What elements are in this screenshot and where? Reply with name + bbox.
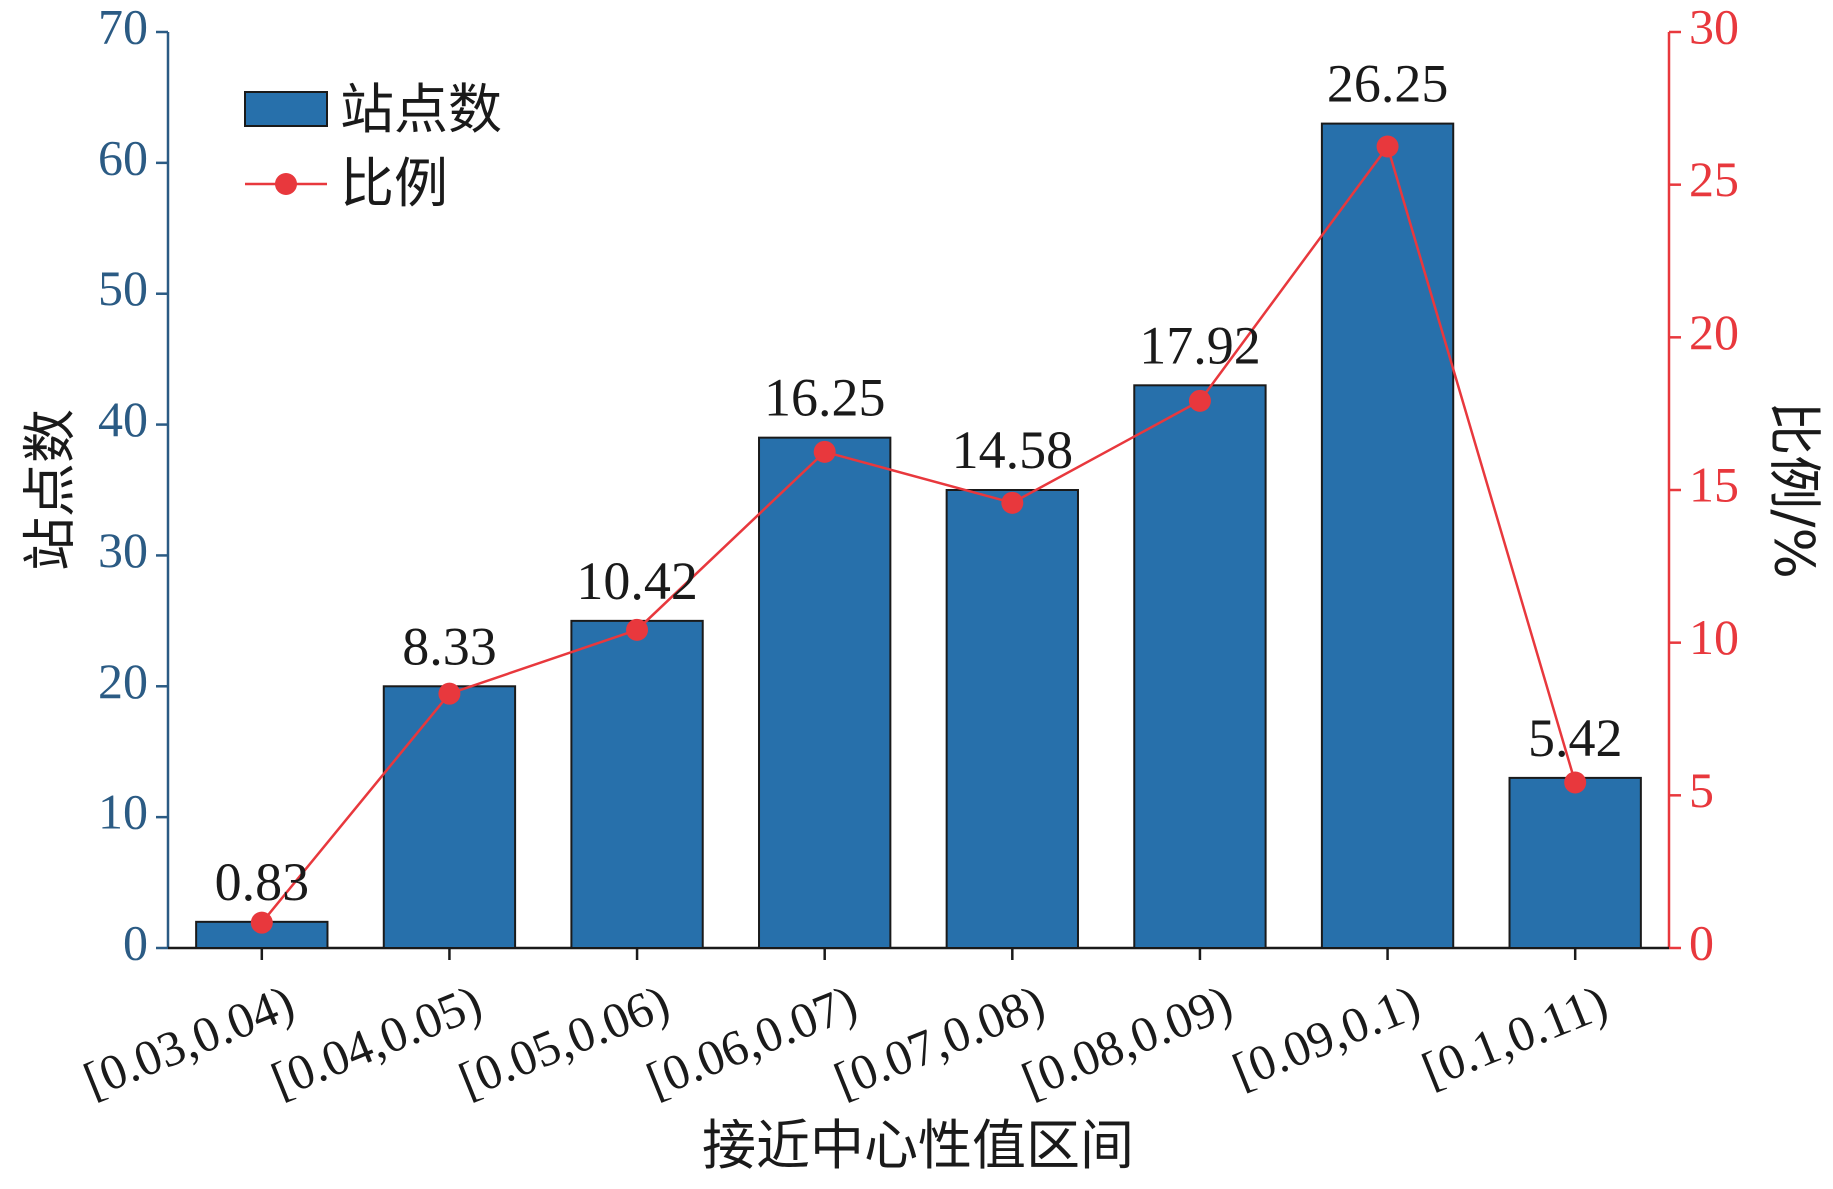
x-tick-label: [0.05,0.06) [451, 974, 677, 1109]
x-axis-title: 接近中心性值区间 [702, 1114, 1134, 1177]
ratio-point [1376, 135, 1399, 158]
left-ticks: 0 10 20 30 40 50 60 70 [98, 0, 168, 970]
ratio-point [1001, 491, 1024, 514]
y-axis-title: 站点数 [19, 409, 82, 571]
data-label: 17.92 [1139, 315, 1261, 375]
y-right-tick-label: 5 [1689, 762, 1714, 818]
data-label: 16.25 [764, 368, 886, 428]
y-right-tick-label: 0 [1689, 914, 1714, 970]
bar [945, 489, 1079, 949]
data-label: 26.25 [1327, 54, 1449, 114]
y-right-tick-label: 15 [1689, 456, 1739, 512]
y-tick-label: 30 [98, 522, 148, 578]
y-axis-right-title: 比例/% [1762, 401, 1825, 579]
y-right-tick-label: 30 [1689, 0, 1739, 54]
y-tick-label: 70 [98, 0, 148, 54]
y-tick-label: 10 [98, 784, 148, 840]
data-labels: 0.83 8.33 10.42 16.25 14.58 17.92 26.25 5.42 [215, 54, 1623, 912]
ratio-point [626, 618, 649, 641]
x-ticks: [0.03,0.04)[0.04,0.05)[0.05,0.06)[0.06,0… [76, 948, 1615, 1108]
ratio-point [250, 911, 273, 934]
line-series [250, 135, 1587, 934]
data-label: 14.58 [952, 420, 1074, 480]
legend: 站点数 比例 [244, 78, 502, 215]
right-ticks: 0 5 10 15 20 25 30 [1669, 0, 1739, 970]
y-tick-label: 0 [123, 914, 148, 970]
bars [195, 122, 1642, 950]
y-right-tick-label: 10 [1689, 609, 1739, 665]
y-right-tick-label: 25 [1689, 151, 1739, 207]
legend-line-label: 比例 [340, 152, 448, 215]
data-label: 8.33 [402, 616, 497, 676]
data-label: 5.42 [1528, 708, 1623, 768]
x-tick-label: [0.06,0.07) [639, 974, 865, 1109]
y-tick-label: 20 [98, 653, 148, 709]
ratio-point [1188, 389, 1211, 412]
bar [758, 436, 892, 949]
bar [1133, 384, 1267, 950]
ratio-point [1564, 771, 1587, 794]
x-tick-label: [0.03,0.04) [76, 974, 302, 1109]
bar [1320, 122, 1455, 950]
y-right-tick-label: 20 [1689, 304, 1739, 360]
ratio-point [438, 682, 461, 705]
ratio-point [813, 440, 836, 463]
x-tick-label: [0.07,0.08) [826, 974, 1052, 1109]
x-tick-label: [0.1,0.11) [1414, 974, 1615, 1099]
data-label: 0.83 [215, 852, 310, 912]
ratio-line [260, 143, 1577, 924]
y-tick-label: 50 [98, 260, 148, 316]
bar [1508, 776, 1642, 950]
legend-bar-label: 站点数 [340, 78, 502, 141]
bar [382, 685, 517, 949]
legend-bar-swatch [244, 91, 328, 127]
y-tick-label: 40 [98, 391, 148, 447]
x-tick-label: [0.09,0.1) [1225, 974, 1428, 1099]
x-tick-label: [0.08,0.09) [1014, 974, 1240, 1109]
legend-line-marker [275, 173, 297, 195]
y-tick-label: 60 [98, 129, 148, 185]
bar [570, 619, 704, 949]
x-tick-label: [0.04,0.05) [263, 974, 489, 1109]
data-label: 10.42 [576, 551, 698, 611]
